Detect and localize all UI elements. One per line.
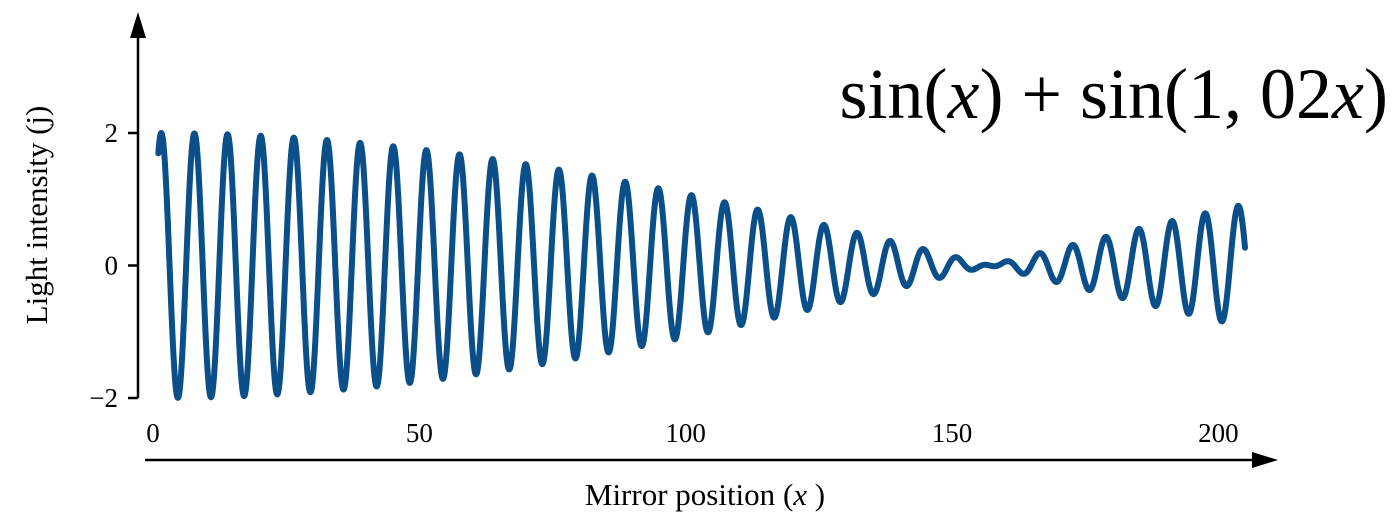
x-axis-title-open: (	[775, 477, 793, 512]
formula-part: ) + sin(1, 02	[979, 54, 1332, 134]
y-tick-label: −2	[89, 383, 118, 413]
x-tick-label: 0	[146, 418, 160, 448]
y-tick-label: 2	[105, 118, 119, 148]
y-ticks: −2 0 2	[89, 118, 138, 413]
x-axis-arrow	[1252, 452, 1278, 468]
formula-part: x	[1331, 54, 1364, 134]
x-tick-label: 150	[932, 418, 973, 448]
x-axis-title-var: x	[792, 477, 807, 512]
series-line	[155, 130, 1248, 401]
y-axis-title: Light intensity (j)	[19, 106, 54, 325]
y-tick-label: 0	[105, 251, 119, 281]
x-axis-title-close: )	[807, 477, 825, 512]
formula-part: )	[1364, 54, 1388, 134]
x-tick-label: 100	[665, 418, 706, 448]
formula-annotation: sin(x) + sin(1, 02x)	[839, 54, 1388, 134]
x-axis-title-text: Mirror position	[585, 477, 776, 512]
formula-part: x	[946, 54, 979, 134]
formula-part: sin(	[839, 54, 947, 134]
x-axis-title: Mirror position (x )	[585, 477, 825, 512]
x-ticks: 0 50 100 150 200	[146, 418, 1238, 448]
x-tick-label: 50	[406, 418, 433, 448]
y-axis-arrow	[130, 12, 146, 38]
x-tick-label: 200	[1198, 418, 1239, 448]
